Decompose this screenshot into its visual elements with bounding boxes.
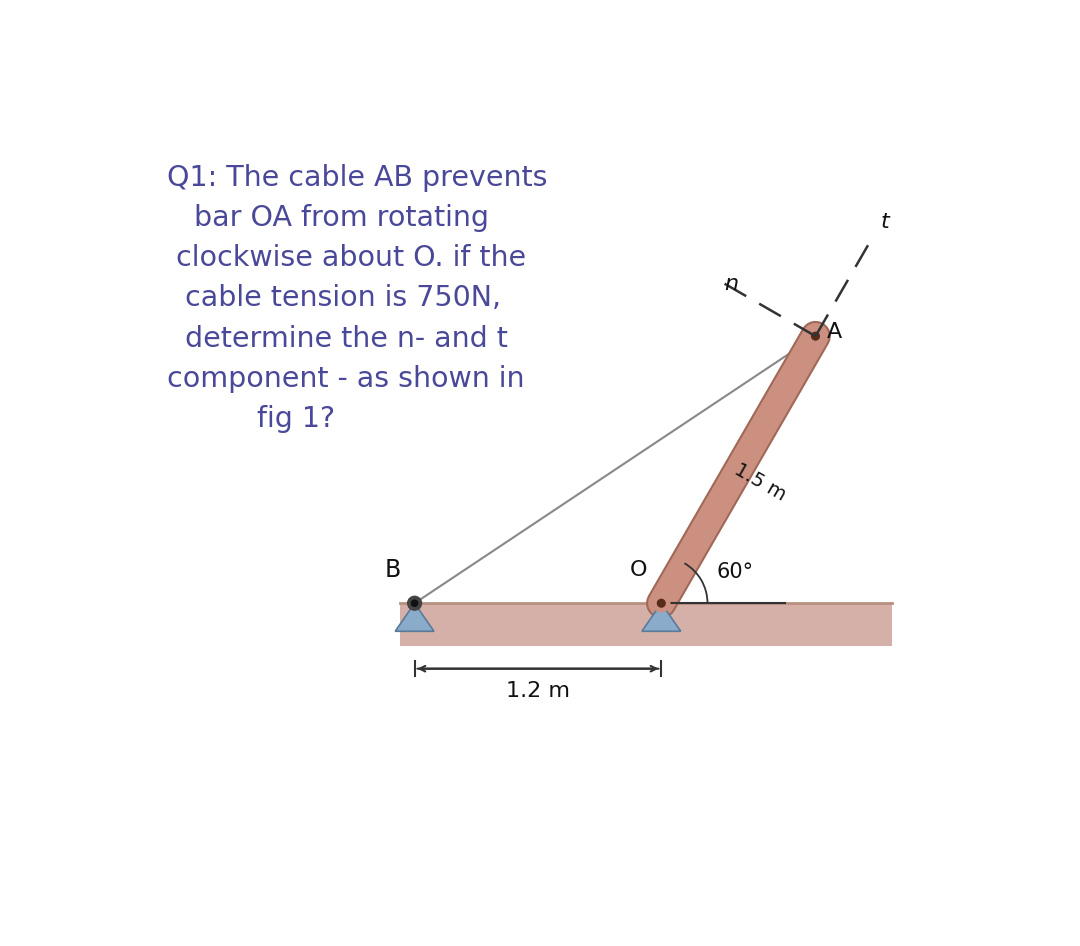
Text: fig 1?: fig 1?	[167, 405, 335, 432]
Circle shape	[812, 332, 820, 340]
Text: O: O	[630, 560, 647, 580]
Circle shape	[411, 600, 418, 606]
Text: bar OA from rotating: bar OA from rotating	[167, 204, 489, 233]
Circle shape	[807, 327, 824, 344]
Text: clockwise about O. if the: clockwise about O. if the	[167, 244, 526, 272]
Bar	[400, 604, 892, 645]
Text: 1.2 m: 1.2 m	[505, 681, 570, 701]
Circle shape	[652, 595, 670, 612]
Polygon shape	[395, 604, 434, 631]
Text: cable tension is 750N,: cable tension is 750N,	[167, 285, 501, 312]
Text: n: n	[725, 273, 739, 293]
Circle shape	[407, 596, 421, 610]
Text: component - as shown in: component - as shown in	[167, 364, 525, 393]
Text: 1.5 m: 1.5 m	[731, 460, 788, 504]
Polygon shape	[642, 604, 680, 631]
Text: t: t	[881, 212, 890, 233]
Text: Q1: The cable AB prevents: Q1: The cable AB prevents	[167, 165, 548, 192]
Circle shape	[658, 600, 665, 607]
Text: determine the n- and t: determine the n- and t	[167, 324, 508, 353]
Text: A: A	[827, 323, 842, 342]
Text: B: B	[384, 558, 401, 582]
Text: 60°: 60°	[717, 562, 754, 582]
